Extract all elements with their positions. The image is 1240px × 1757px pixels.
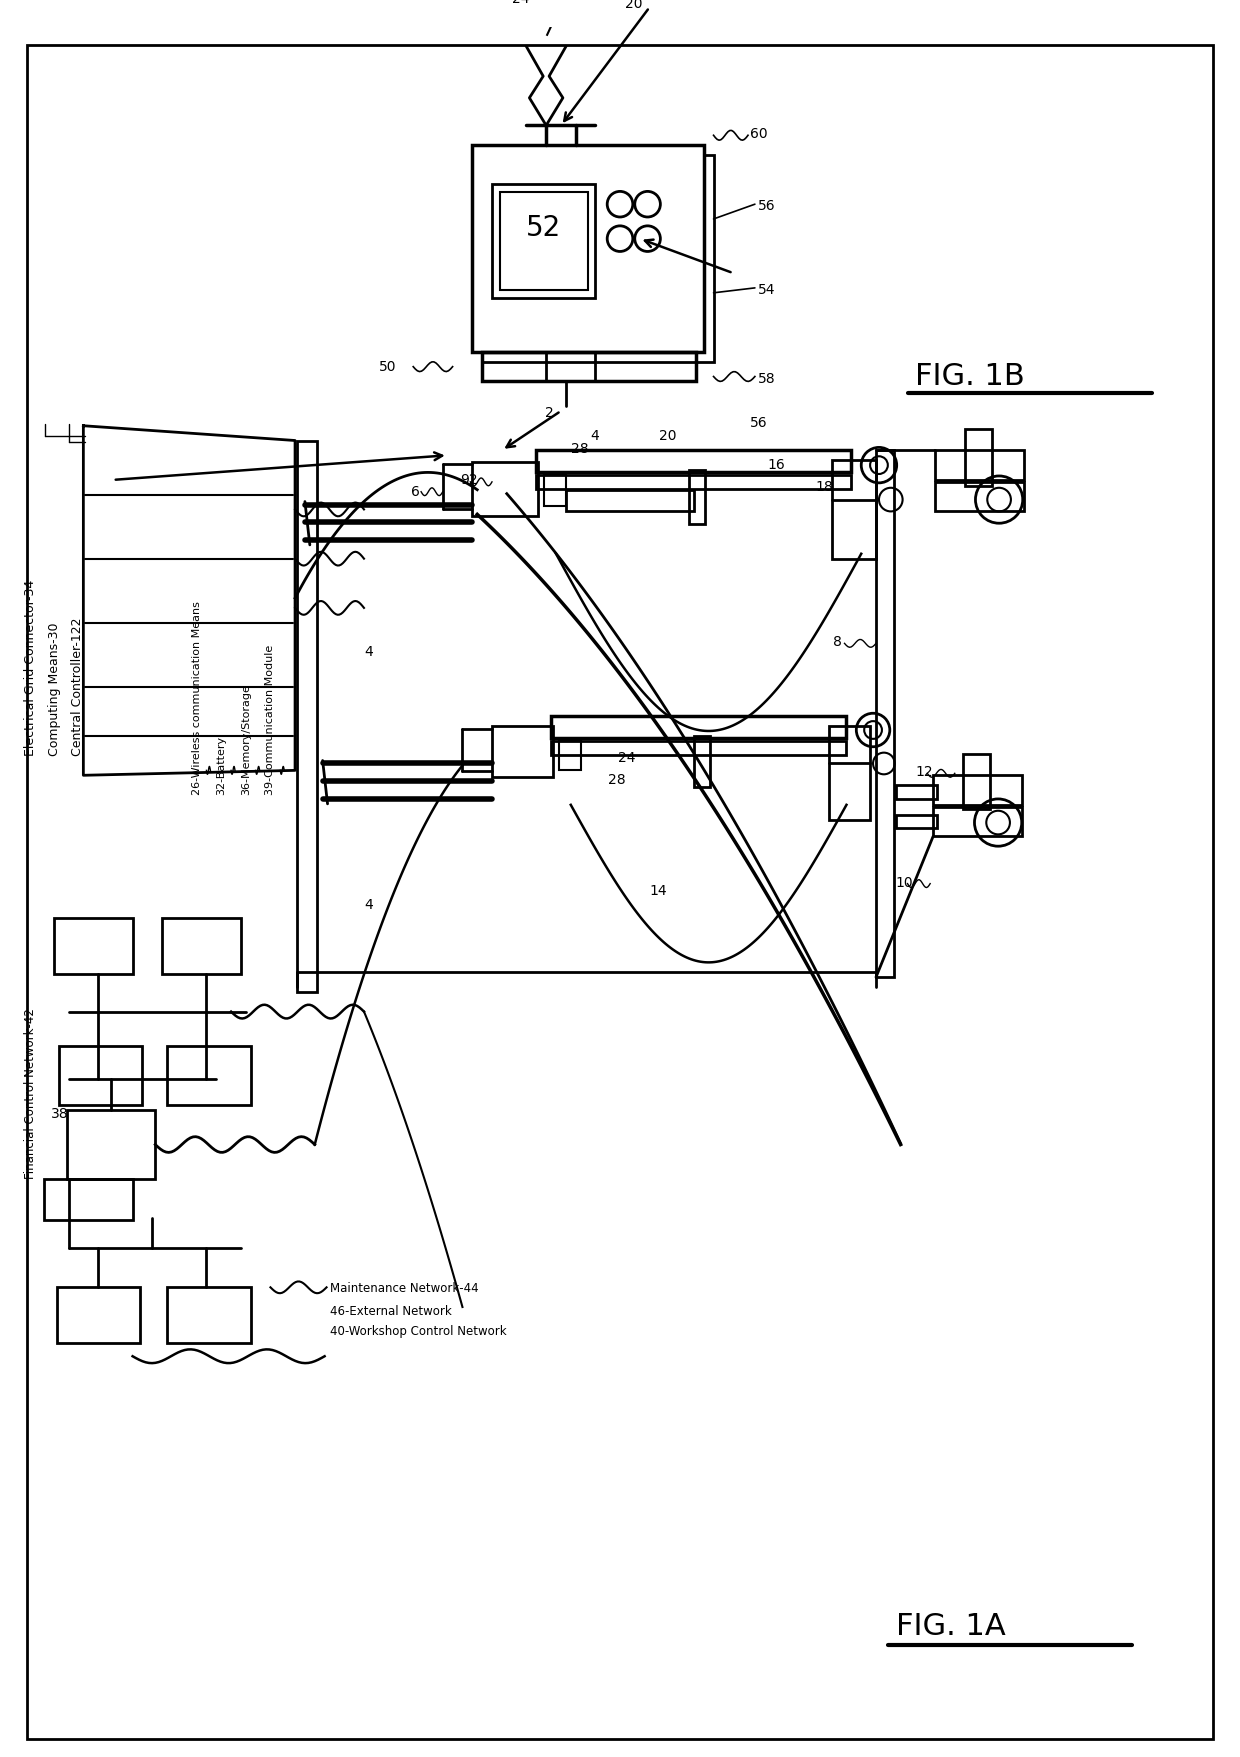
Text: 50: 50: [378, 360, 397, 374]
Text: 52: 52: [526, 214, 560, 242]
Text: Maintenance Network-44: Maintenance Network-44: [330, 1283, 479, 1295]
Bar: [694, 736, 709, 787]
Bar: [492, 184, 595, 297]
Bar: [162, 919, 241, 973]
Bar: [965, 429, 992, 485]
Bar: [934, 806, 1022, 836]
Bar: [537, 450, 852, 473]
Text: 38: 38: [51, 1107, 68, 1121]
Text: FIG. 1B: FIG. 1B: [915, 362, 1025, 390]
Bar: [53, 919, 133, 973]
Text: 14: 14: [650, 884, 667, 898]
Text: 6: 6: [412, 485, 420, 499]
Text: 39-Communication Module: 39-Communication Module: [265, 645, 275, 794]
Text: 20: 20: [660, 429, 677, 443]
Text: 18: 18: [815, 480, 833, 494]
Bar: [492, 726, 553, 777]
Bar: [565, 490, 694, 511]
Bar: [298, 441, 316, 993]
Bar: [482, 351, 696, 381]
Bar: [551, 741, 847, 754]
Bar: [934, 775, 1022, 805]
Bar: [472, 462, 538, 517]
Text: 26-Wireless communication Means: 26-Wireless communication Means: [191, 601, 202, 794]
Bar: [551, 717, 847, 738]
Text: FIG. 1A: FIG. 1A: [895, 1613, 1006, 1641]
Bar: [559, 741, 580, 770]
Text: 40-Workshop Control Network: 40-Workshop Control Network: [330, 1325, 506, 1337]
Bar: [97, 432, 118, 455]
Text: 36-Memory/Storage: 36-Memory/Storage: [241, 683, 250, 794]
Text: Financial Control Network-42: Financial Control Network-42: [24, 1009, 37, 1179]
Bar: [828, 726, 870, 819]
Text: 54: 54: [758, 283, 775, 297]
Text: 10: 10: [895, 875, 914, 889]
Bar: [689, 471, 704, 524]
Bar: [472, 146, 703, 351]
Text: Central Controller-122: Central Controller-122: [72, 617, 84, 756]
Text: 4: 4: [365, 645, 373, 659]
Bar: [895, 785, 937, 799]
Bar: [537, 474, 852, 488]
Text: 16: 16: [768, 459, 785, 473]
Text: 12: 12: [915, 766, 932, 780]
Bar: [935, 450, 1024, 480]
Bar: [962, 754, 991, 808]
Bar: [875, 450, 894, 977]
Bar: [832, 460, 875, 559]
Bar: [57, 1288, 140, 1344]
Text: 58: 58: [758, 371, 775, 385]
Text: 4: 4: [365, 898, 373, 912]
Text: 8: 8: [833, 636, 842, 650]
Text: Computing Means-30: Computing Means-30: [47, 622, 61, 756]
Bar: [58, 1045, 143, 1105]
Bar: [544, 474, 565, 506]
Bar: [43, 1179, 133, 1221]
Bar: [67, 1110, 155, 1179]
Text: 92: 92: [460, 473, 479, 487]
Text: 46-External Network: 46-External Network: [330, 1305, 451, 1318]
Text: 24: 24: [512, 0, 529, 7]
Text: 56: 56: [758, 199, 775, 213]
Bar: [167, 1288, 250, 1344]
Text: 20: 20: [625, 0, 642, 11]
Text: 60: 60: [750, 128, 768, 141]
Text: 4: 4: [590, 429, 599, 443]
Text: 28: 28: [570, 443, 589, 457]
Text: 28: 28: [608, 773, 626, 787]
Bar: [500, 192, 588, 290]
Text: Electrical Grid Connector-34: Electrical Grid Connector-34: [24, 580, 37, 756]
Bar: [167, 1045, 250, 1105]
Text: 2: 2: [546, 406, 554, 420]
Bar: [935, 481, 1024, 511]
Bar: [895, 815, 937, 829]
Text: 24: 24: [618, 750, 636, 764]
Text: 32-Battery: 32-Battery: [216, 736, 226, 794]
Text: 56: 56: [750, 416, 768, 430]
Polygon shape: [83, 425, 295, 775]
Bar: [482, 155, 713, 362]
